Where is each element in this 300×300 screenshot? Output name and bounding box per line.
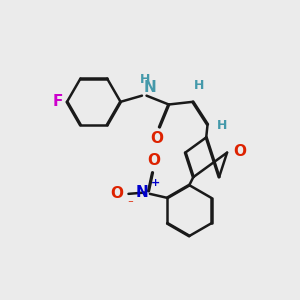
Text: H: H [217,119,227,132]
Text: ⁻: ⁻ [127,199,133,209]
Text: H: H [140,73,150,86]
Text: O: O [150,131,163,146]
Text: +: + [151,178,160,188]
Text: O: O [111,186,124,201]
Text: N: N [143,80,156,95]
Text: O: O [147,153,161,168]
Text: F: F [52,94,63,109]
Text: O: O [233,144,246,159]
Text: H: H [194,80,205,92]
Text: N: N [136,185,148,200]
